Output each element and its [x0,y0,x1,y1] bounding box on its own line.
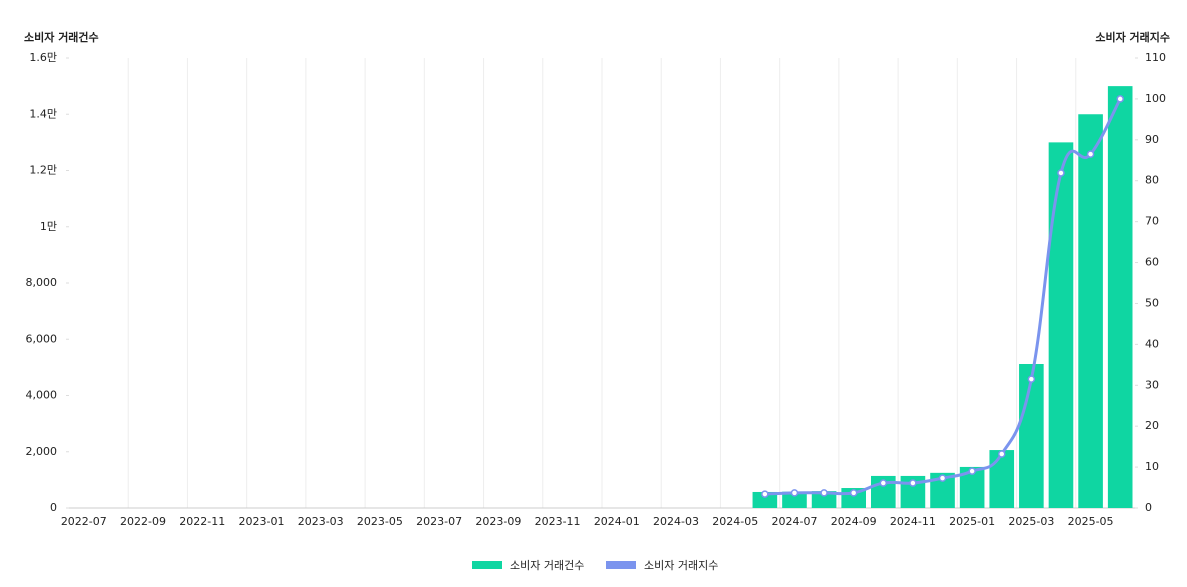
x-tick-label: 2023-05 [357,515,403,528]
y-tick-label: 1.6만 [29,51,57,64]
line-point [849,489,858,497]
x-tick-label: 2024-07 [771,515,817,528]
y-tick-label: 1.4만 [29,107,57,120]
x-tick-label: 2023-11 [535,515,581,528]
x-tick-label: 2024-03 [653,515,699,528]
bar [782,491,807,508]
y2-tick-label: 100 [1145,92,1166,105]
y2-tick-label: 60 [1145,256,1159,269]
y2-tick-label: 50 [1145,296,1159,309]
x-tick-label: 2025-05 [1068,515,1114,528]
line-point [1057,169,1065,177]
y2-axis-title: 소비자 거래지수 [1095,30,1170,44]
x-tick-label: 2025-03 [1008,515,1054,528]
bar [989,450,1015,508]
legend-label: 소비자 거래건수 [510,559,584,572]
bar [1048,142,1074,508]
bar [1107,86,1133,508]
y-tick-label: 1만 [40,220,57,233]
line-point [820,489,828,497]
x-tick-label: 2023-09 [475,515,521,528]
x-tick-label: 2022-07 [61,515,107,528]
x-tick-label: 2023-07 [416,515,462,528]
bar [752,491,778,508]
y2-tick-label: 80 [1145,174,1159,187]
x-tick-label: 2022-11 [179,515,225,528]
x-tick-label: 2024-05 [712,515,758,528]
x-tick-label: 2024-09 [831,515,877,528]
line-point [938,474,947,482]
line-point [1086,150,1095,158]
line-point [1027,375,1036,383]
line-point [1116,95,1124,103]
y-axis-title: 소비자 거래건수 [24,30,99,44]
y-tick-label: 2,000 [26,445,58,458]
line-point [879,479,888,487]
x-tick-label: 2023-01 [238,515,284,528]
legend-swatch [606,561,636,569]
y2-tick-label: 110 [1145,51,1166,64]
y2-tick-label: 40 [1145,337,1159,350]
y2-tick-label: 20 [1145,419,1159,432]
bar [1019,364,1044,508]
y2-tick-label: 70 [1145,215,1159,228]
x-tick-label: 2024-01 [594,515,640,528]
y-tick-label: 6,000 [26,332,58,345]
legend-label: 소비자 거래지수 [644,559,718,572]
y2-tick-label: 0 [1145,501,1152,514]
line-point [761,490,769,498]
x-tick-label: 2022-09 [120,515,166,528]
y-tick-label: 8,000 [26,276,58,289]
y-tick-label: 1.2만 [29,164,57,177]
bar [1078,114,1103,508]
line-point [968,467,976,475]
y-tick-label: 4,000 [26,389,58,402]
line-point [790,489,799,497]
x-tick-label: 2025-01 [949,515,995,528]
y2-tick-label: 10 [1145,460,1159,473]
bar [811,491,837,508]
line-point [998,450,1006,458]
y2-tick-label: 90 [1145,133,1159,146]
x-tick-label: 2024-11 [890,515,936,528]
x-tick-label: 2023-03 [298,515,344,528]
legend-swatch [472,561,502,569]
y-tick-label: 0 [50,501,57,514]
y2-tick-label: 30 [1145,378,1159,391]
line-point [909,479,917,487]
